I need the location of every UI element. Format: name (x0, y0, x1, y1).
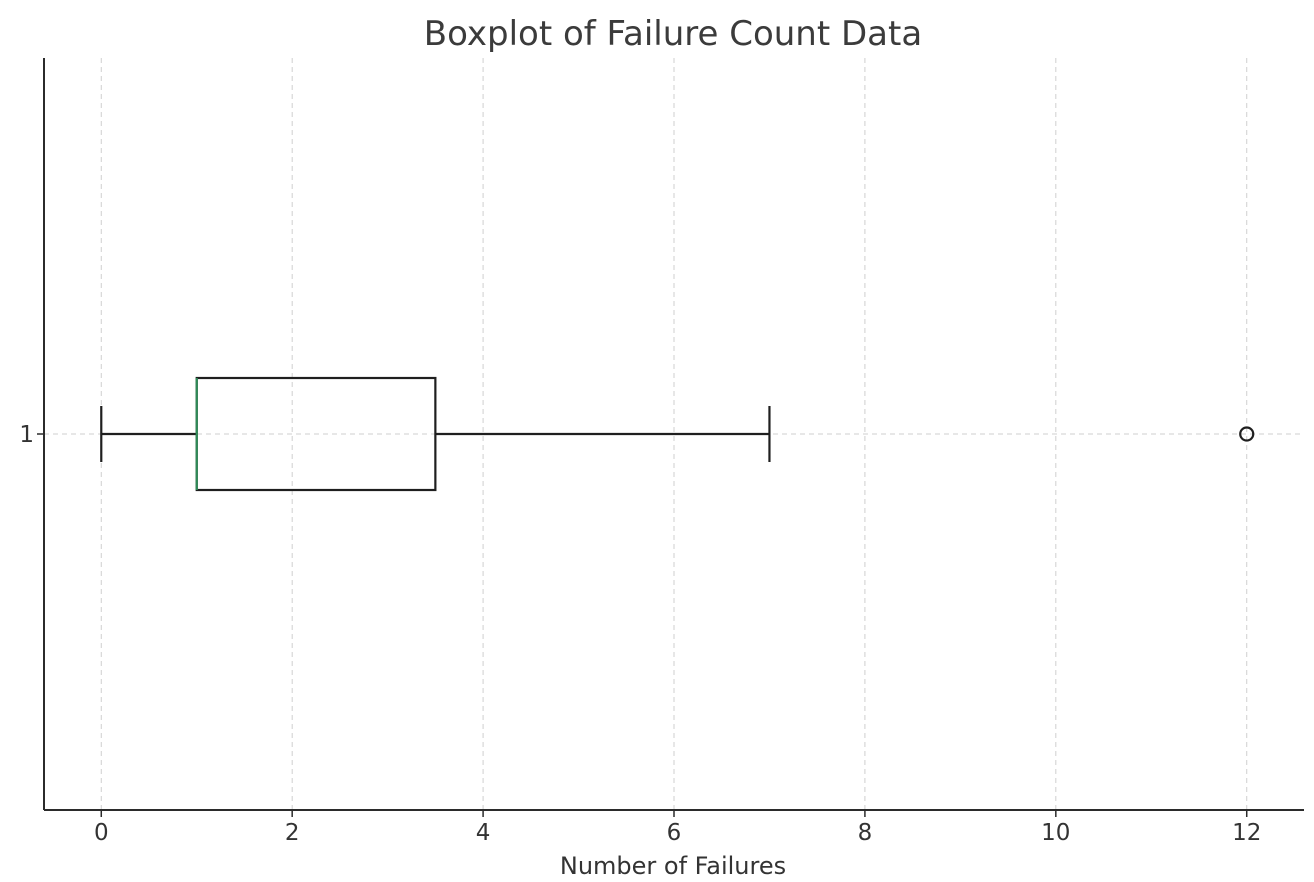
x-tick-label: 4 (476, 820, 491, 846)
chart-title: Boxplot of Failure Count Data (424, 14, 922, 54)
boxplot-series (100, 376, 1255, 492)
axes (37, 58, 1304, 817)
x-tick-label: 2 (285, 820, 300, 846)
x-axis-label: Number of Failures (560, 852, 786, 880)
plot-area (100, 376, 1255, 492)
x-tick-label: 10 (1041, 820, 1070, 846)
x-tick-label: 12 (1232, 820, 1261, 846)
chart-labels: Boxplot of Failure Count Data Number of … (19, 14, 1261, 880)
outlier-point (1239, 426, 1255, 442)
x-tick-label: 8 (858, 820, 873, 846)
y-tick-label: 1 (19, 422, 34, 448)
x-tick-label: 6 (667, 820, 682, 846)
x-tick-label: 0 (94, 820, 109, 846)
